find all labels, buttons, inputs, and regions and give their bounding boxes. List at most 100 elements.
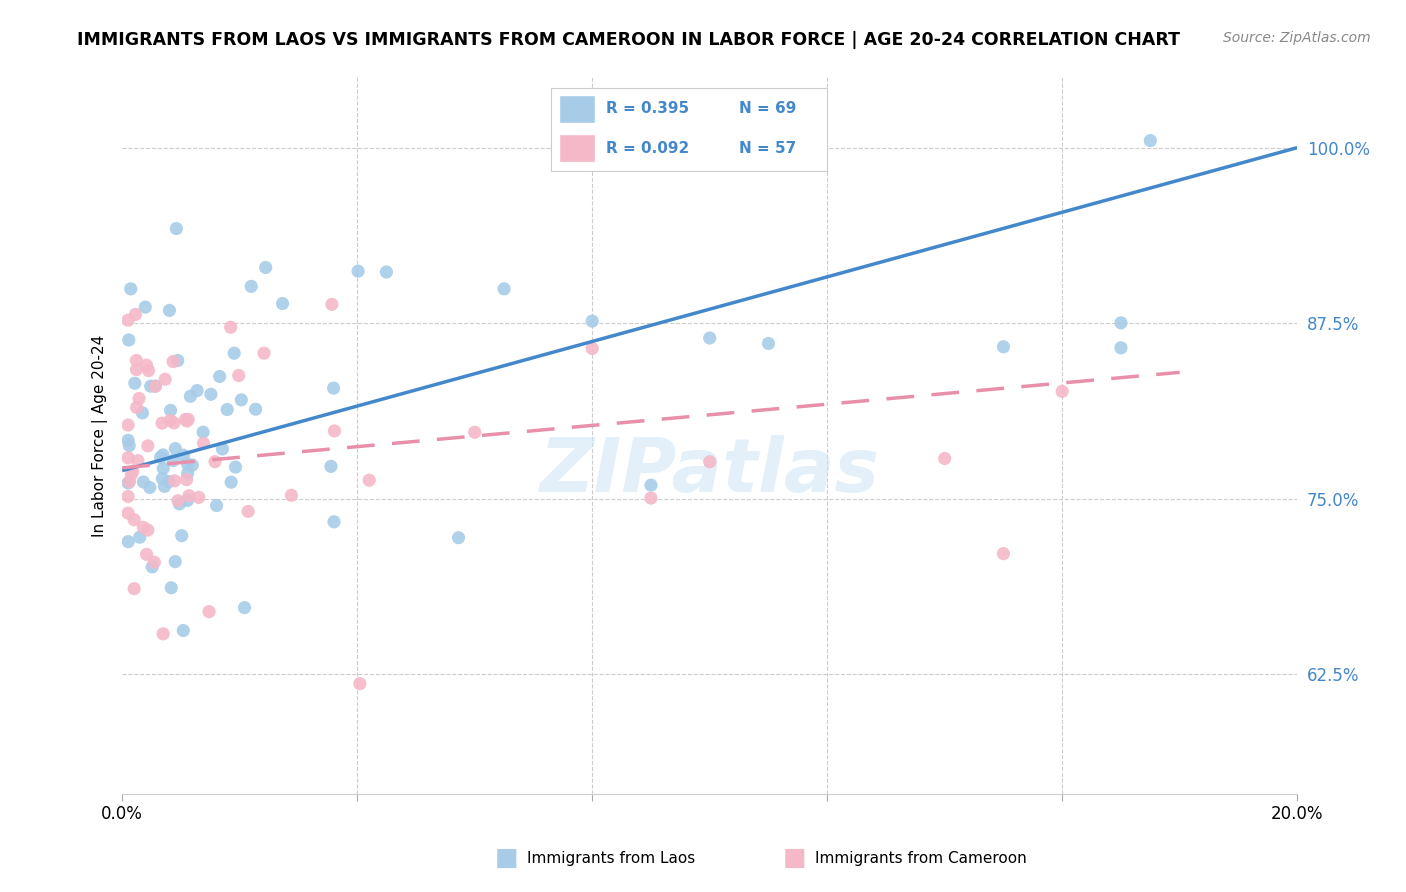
Point bbox=[494, 282, 516, 296]
Point bbox=[177, 489, 200, 503]
Point bbox=[150, 416, 173, 430]
Point bbox=[125, 401, 148, 415]
Point bbox=[280, 488, 302, 502]
Point bbox=[581, 314, 603, 328]
Point bbox=[117, 490, 139, 504]
Point bbox=[176, 414, 198, 428]
Point bbox=[174, 412, 197, 426]
Point bbox=[193, 436, 215, 450]
Point bbox=[217, 402, 239, 417]
Point bbox=[159, 403, 181, 417]
Point bbox=[319, 459, 342, 474]
Point bbox=[131, 406, 153, 420]
Point bbox=[159, 303, 181, 318]
Point bbox=[117, 534, 139, 549]
Text: IMMIGRANTS FROM LAOS VS IMMIGRANTS FROM CAMEROON IN LABOR FORCE | AGE 20-24 CORR: IMMIGRANTS FROM LAOS VS IMMIGRANTS FROM … bbox=[77, 31, 1180, 49]
Point bbox=[118, 333, 141, 347]
Point bbox=[124, 308, 146, 322]
Text: Immigrants from Laos: Immigrants from Laos bbox=[527, 851, 696, 865]
Point bbox=[165, 221, 187, 235]
Point bbox=[166, 353, 188, 368]
Point bbox=[127, 453, 149, 467]
Point bbox=[153, 372, 176, 386]
Text: Immigrants from Cameroon: Immigrants from Cameroon bbox=[815, 851, 1028, 865]
Point bbox=[236, 504, 259, 518]
Point bbox=[581, 342, 603, 356]
Point bbox=[149, 450, 172, 465]
Point bbox=[176, 466, 198, 480]
Point bbox=[323, 515, 346, 529]
Point bbox=[117, 434, 139, 448]
Point bbox=[758, 336, 780, 351]
Point bbox=[359, 473, 381, 487]
Point bbox=[640, 491, 662, 505]
Point bbox=[375, 265, 398, 279]
Point bbox=[159, 413, 181, 427]
Point bbox=[170, 529, 193, 543]
Point bbox=[160, 581, 183, 595]
Point bbox=[152, 461, 174, 475]
Point bbox=[200, 387, 222, 401]
Point bbox=[117, 313, 139, 327]
Point bbox=[181, 458, 204, 472]
Point bbox=[118, 475, 141, 489]
Point bbox=[117, 475, 139, 490]
Point bbox=[124, 376, 146, 391]
Point bbox=[163, 416, 186, 430]
Point bbox=[228, 368, 250, 383]
Point bbox=[1109, 341, 1132, 355]
Point bbox=[125, 362, 148, 376]
Point bbox=[128, 530, 150, 544]
Point bbox=[162, 354, 184, 368]
Point bbox=[139, 481, 162, 495]
Point bbox=[208, 369, 231, 384]
Point bbox=[1109, 316, 1132, 330]
Point bbox=[934, 451, 956, 466]
Point bbox=[211, 442, 233, 456]
Point bbox=[224, 460, 246, 475]
Point bbox=[139, 379, 162, 393]
Point bbox=[187, 491, 209, 505]
Point bbox=[122, 513, 145, 527]
Point bbox=[118, 438, 141, 452]
Point bbox=[167, 493, 190, 508]
Point bbox=[176, 493, 198, 508]
Point bbox=[191, 425, 214, 439]
Point bbox=[699, 455, 721, 469]
Point bbox=[117, 450, 139, 465]
Point bbox=[120, 282, 142, 296]
Point bbox=[143, 379, 166, 393]
Point bbox=[135, 358, 157, 372]
Point bbox=[993, 547, 1015, 561]
Point bbox=[136, 523, 159, 537]
Point bbox=[233, 600, 256, 615]
Point bbox=[117, 506, 139, 520]
Point bbox=[157, 475, 180, 489]
Point bbox=[253, 346, 276, 360]
Y-axis label: In Labor Force | Age 20-24: In Labor Force | Age 20-24 bbox=[93, 334, 108, 537]
Point bbox=[132, 475, 155, 489]
Point bbox=[205, 499, 228, 513]
Point bbox=[128, 392, 150, 406]
Point bbox=[163, 474, 186, 488]
Point bbox=[219, 475, 242, 490]
Text: ■: ■ bbox=[783, 847, 806, 870]
Point bbox=[1139, 134, 1161, 148]
Point bbox=[150, 472, 173, 486]
Point bbox=[179, 389, 201, 403]
Point bbox=[165, 442, 187, 456]
Point bbox=[153, 479, 176, 493]
Point bbox=[699, 331, 721, 345]
Point bbox=[347, 264, 370, 278]
Point bbox=[464, 425, 486, 440]
Point bbox=[176, 457, 198, 471]
Point bbox=[447, 531, 470, 545]
Text: Source: ZipAtlas.com: Source: ZipAtlas.com bbox=[1223, 31, 1371, 45]
Point bbox=[122, 582, 145, 596]
Point bbox=[993, 340, 1015, 354]
Point bbox=[224, 346, 246, 360]
Point bbox=[231, 392, 253, 407]
Point bbox=[152, 448, 174, 462]
Point bbox=[245, 402, 267, 417]
Point bbox=[640, 478, 662, 492]
